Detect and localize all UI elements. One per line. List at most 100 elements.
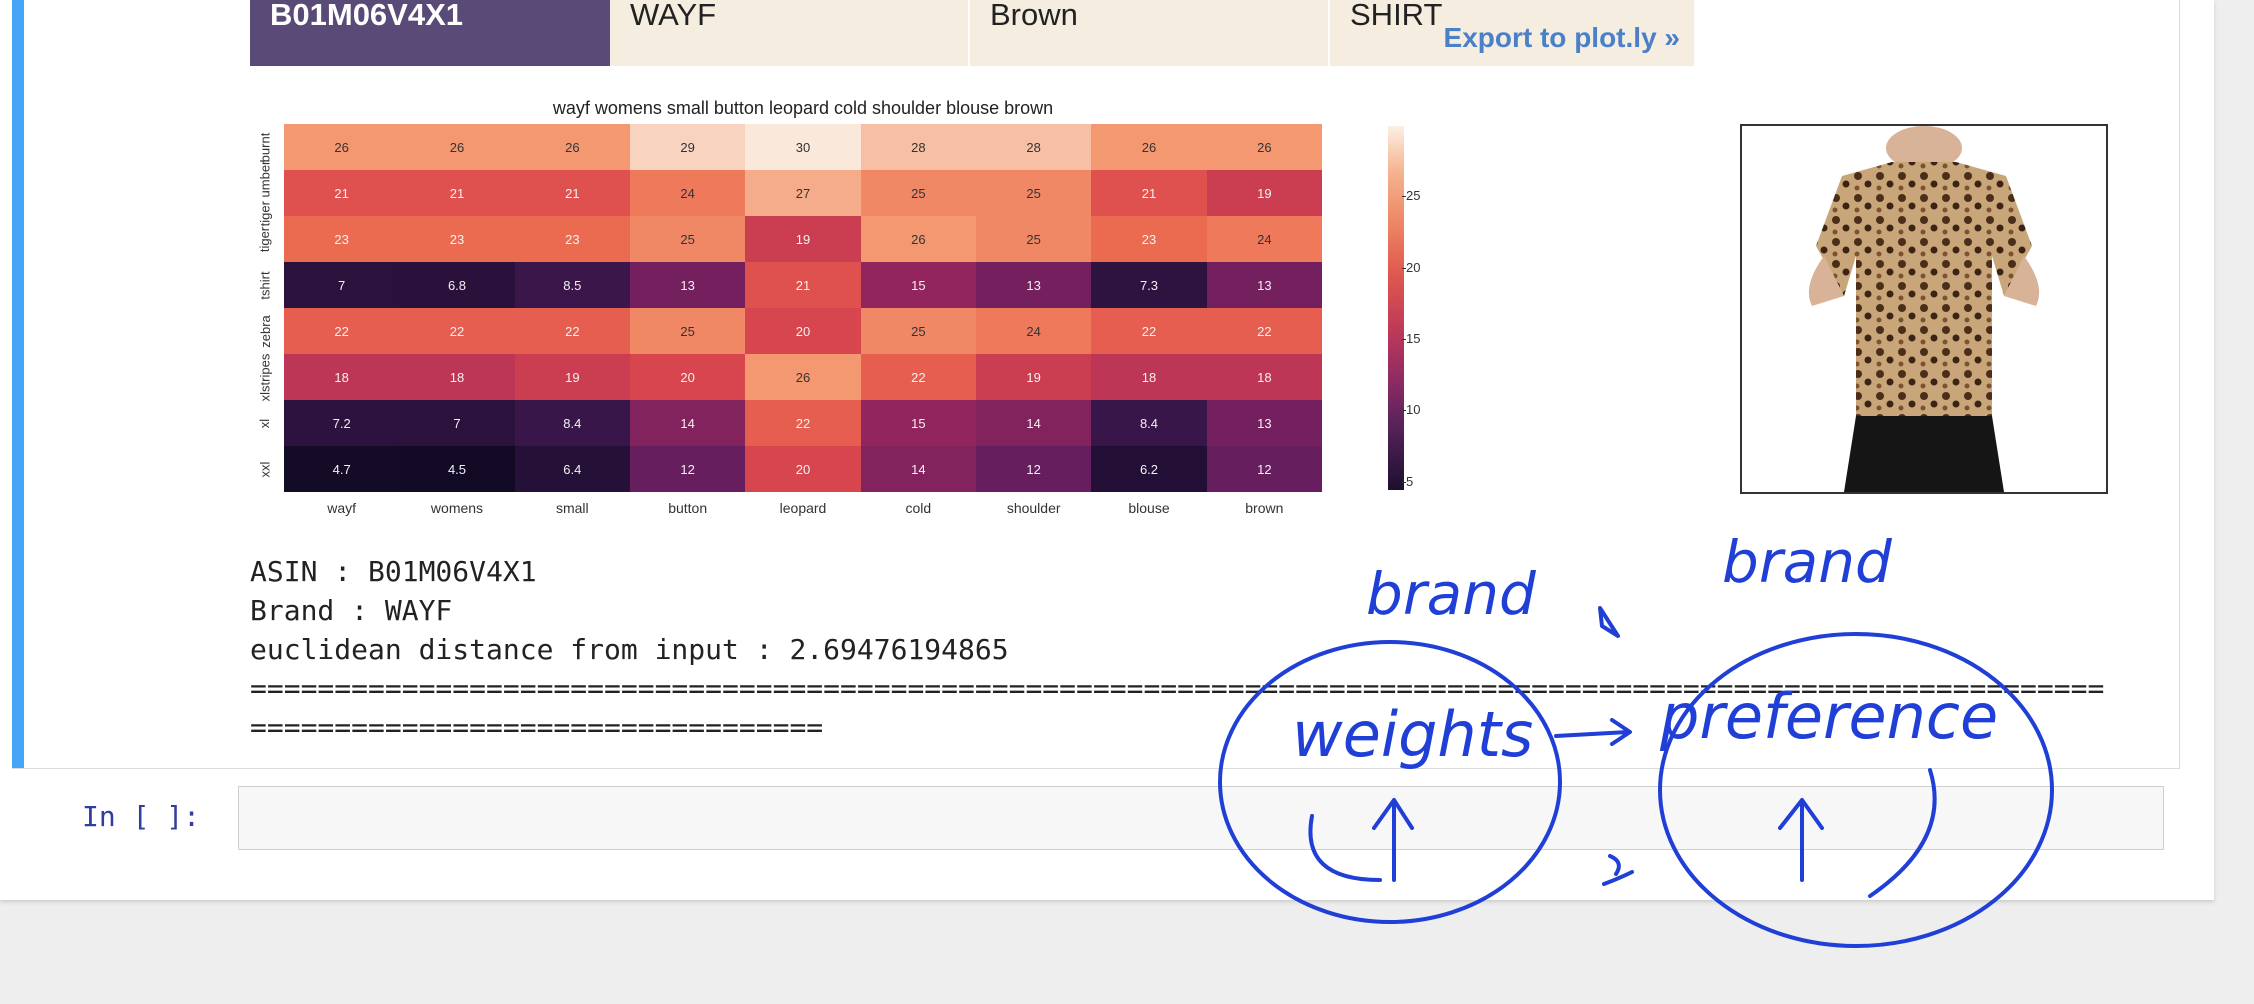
colorbar-tick-label: 20 xyxy=(1402,260,1436,275)
heatmap-y-label: xlstripes xyxy=(257,353,273,401)
heatmap-cell: 14 xyxy=(630,400,746,446)
heatmap-cell: 18 xyxy=(399,354,515,400)
heatmap-cell: 21 xyxy=(514,170,630,216)
heatmap-cell: 12 xyxy=(630,446,746,492)
heatmap-cell: 25 xyxy=(976,170,1092,216)
export-to-plotly-link[interactable]: Export to plot.ly » xyxy=(1443,22,1680,53)
header-type-label: SHIRT xyxy=(1350,0,1443,32)
heatmap-y-label: tiger xyxy=(257,226,273,252)
heatmap-cell: 14 xyxy=(976,400,1092,446)
heatmap-cell: 26 xyxy=(745,354,861,400)
heatmap-cell: 25 xyxy=(976,216,1092,262)
heatmap-cell: 7 xyxy=(399,400,515,446)
heatmap-x-label: leopard xyxy=(779,500,827,516)
code-input[interactable] xyxy=(238,786,2164,850)
heatmap-cell: 13 xyxy=(1206,400,1322,446)
header-color: Brown xyxy=(970,0,1330,66)
heatmap-x-labels: wayf womens small button leopard cold shoulder… xyxy=(284,500,1322,516)
heatmap-title: wayf womens small button leopard cold sh… xyxy=(552,98,1054,118)
heatmap-cell: 27 xyxy=(745,170,861,216)
heatmap-cell: 7.2 xyxy=(284,400,400,446)
result-header-table: B01M06V4X1 WAYF Brown SHIRT Export to pl… xyxy=(250,0,1694,66)
heatmap-cell: 21 xyxy=(1091,170,1207,216)
heatmap-x-label: cold xyxy=(905,500,932,516)
heatmap-cell: 24 xyxy=(630,170,746,216)
heatmap-cell: 20 xyxy=(630,354,746,400)
heatmap-x-label: small xyxy=(555,500,589,516)
selected-cell-indicator xyxy=(12,0,24,768)
heatmap-cell: 19 xyxy=(1206,170,1322,216)
heatmap-cell: 4.5 xyxy=(399,446,515,492)
heatmap-cell: 25 xyxy=(630,308,746,354)
heatmap-cell: 20 xyxy=(745,308,861,354)
heatmap-cell: 28 xyxy=(976,124,1092,170)
separator-line-1: ========================================… xyxy=(250,672,2105,705)
heatmap-colorbar xyxy=(1388,126,1404,490)
heatmap-cell: 26 xyxy=(284,124,400,170)
heatmap-cell: 21 xyxy=(399,170,515,216)
heatmap-cell: 18 xyxy=(284,354,400,400)
header-asin: B01M06V4X1 xyxy=(250,0,610,66)
heatmap-cell: 19 xyxy=(514,354,630,400)
colorbar-tick-label: 10 xyxy=(1402,402,1436,417)
heatmap-cell: 28 xyxy=(860,124,976,170)
heatmap-y-label: tiger umber xyxy=(257,160,273,226)
heatmap-cell: 22 xyxy=(284,308,400,354)
heatmap-cell: 26 xyxy=(399,124,515,170)
heatmap-y-label: zebra xyxy=(257,314,273,348)
heatmap-cell: 20 xyxy=(745,446,861,492)
heatmap-cell: 18 xyxy=(1206,354,1322,400)
heatmap-cell: 24 xyxy=(1206,216,1322,262)
heatmap-cell: 23 xyxy=(1091,216,1207,262)
heatmap-grid: 26 26 26 29 30 28 28 26 26 21 21 21 24 27 25 25 21 19 23 23… xyxy=(284,124,1322,492)
heatmap-cell: 7.3 xyxy=(1091,262,1207,308)
cell-text-output: ASIN : B01M06V4X1 Brand : WAYF euclidean d… xyxy=(250,552,2104,747)
heatmap-x-label: shoulder xyxy=(1006,500,1061,516)
heatmap-cell: 14 xyxy=(860,446,976,492)
heatmap-cell: 22 xyxy=(860,354,976,400)
heatmap-cell: 21 xyxy=(284,170,400,216)
heatmap-cell: 25 xyxy=(860,308,976,354)
heatmap-cell: 29 xyxy=(630,124,746,170)
heatmap-cell: 23 xyxy=(399,216,515,262)
heatmap-cell: 21 xyxy=(745,262,861,308)
heatmap-cell: 23 xyxy=(284,216,400,262)
heatmap-cell: 13 xyxy=(630,262,746,308)
colorbar-tick-label: 25 xyxy=(1402,188,1436,203)
separator-line-2: ================================== xyxy=(250,711,824,744)
heatmap-cell: 4.7 xyxy=(284,446,400,492)
heatmap-cell: 8.4 xyxy=(514,400,630,446)
heatmap-cell: 6.2 xyxy=(1091,446,1207,492)
colorbar-tick-label: 15 xyxy=(1402,331,1436,346)
heatmap-cell: 15 xyxy=(860,400,976,446)
heatmap-x-label: blouse xyxy=(1128,500,1170,516)
asin-line: ASIN : B01M06V4X1 xyxy=(250,555,537,588)
product-image xyxy=(1740,124,2108,494)
empty-code-cell: In [ ]: xyxy=(0,786,2214,852)
brand-line: Brand : WAYF xyxy=(250,594,453,627)
heatmap-cell: 18 xyxy=(1091,354,1207,400)
heatmap-cell: 22 xyxy=(514,308,630,354)
heatmap-y-label: xxl xyxy=(257,461,273,477)
heatmap-cell: 19 xyxy=(745,216,861,262)
heatmap-cell: 22 xyxy=(399,308,515,354)
heatmap-cell: 8.4 xyxy=(1091,400,1207,446)
heatmap-cell: 22 xyxy=(1206,308,1322,354)
heatmap-cell: 12 xyxy=(1206,446,1322,492)
heatmap-cell: 26 xyxy=(1206,124,1322,170)
heatmap-cell: 25 xyxy=(630,216,746,262)
heatmap-cell: 24 xyxy=(976,308,1092,354)
heatmap-cell: 19 xyxy=(976,354,1092,400)
colorbar-tick-label: 5 xyxy=(1402,474,1436,489)
heatmap-y-label: tshirt xyxy=(257,270,273,300)
leopard-blouse-illustration xyxy=(1742,126,2106,492)
heatmap-cell: 8.5 xyxy=(514,262,630,308)
heatmap-cell: 26 xyxy=(514,124,630,170)
header-brand: WAYF xyxy=(610,0,970,66)
heatmap-cell: 23 xyxy=(514,216,630,262)
heatmap-cell: 7 xyxy=(284,262,400,308)
heatmap-cell: 30 xyxy=(745,124,861,170)
heatmap-cell: 12 xyxy=(976,446,1092,492)
heatmap-cell: 13 xyxy=(976,262,1092,308)
heatmap-cell: 6.4 xyxy=(514,446,630,492)
